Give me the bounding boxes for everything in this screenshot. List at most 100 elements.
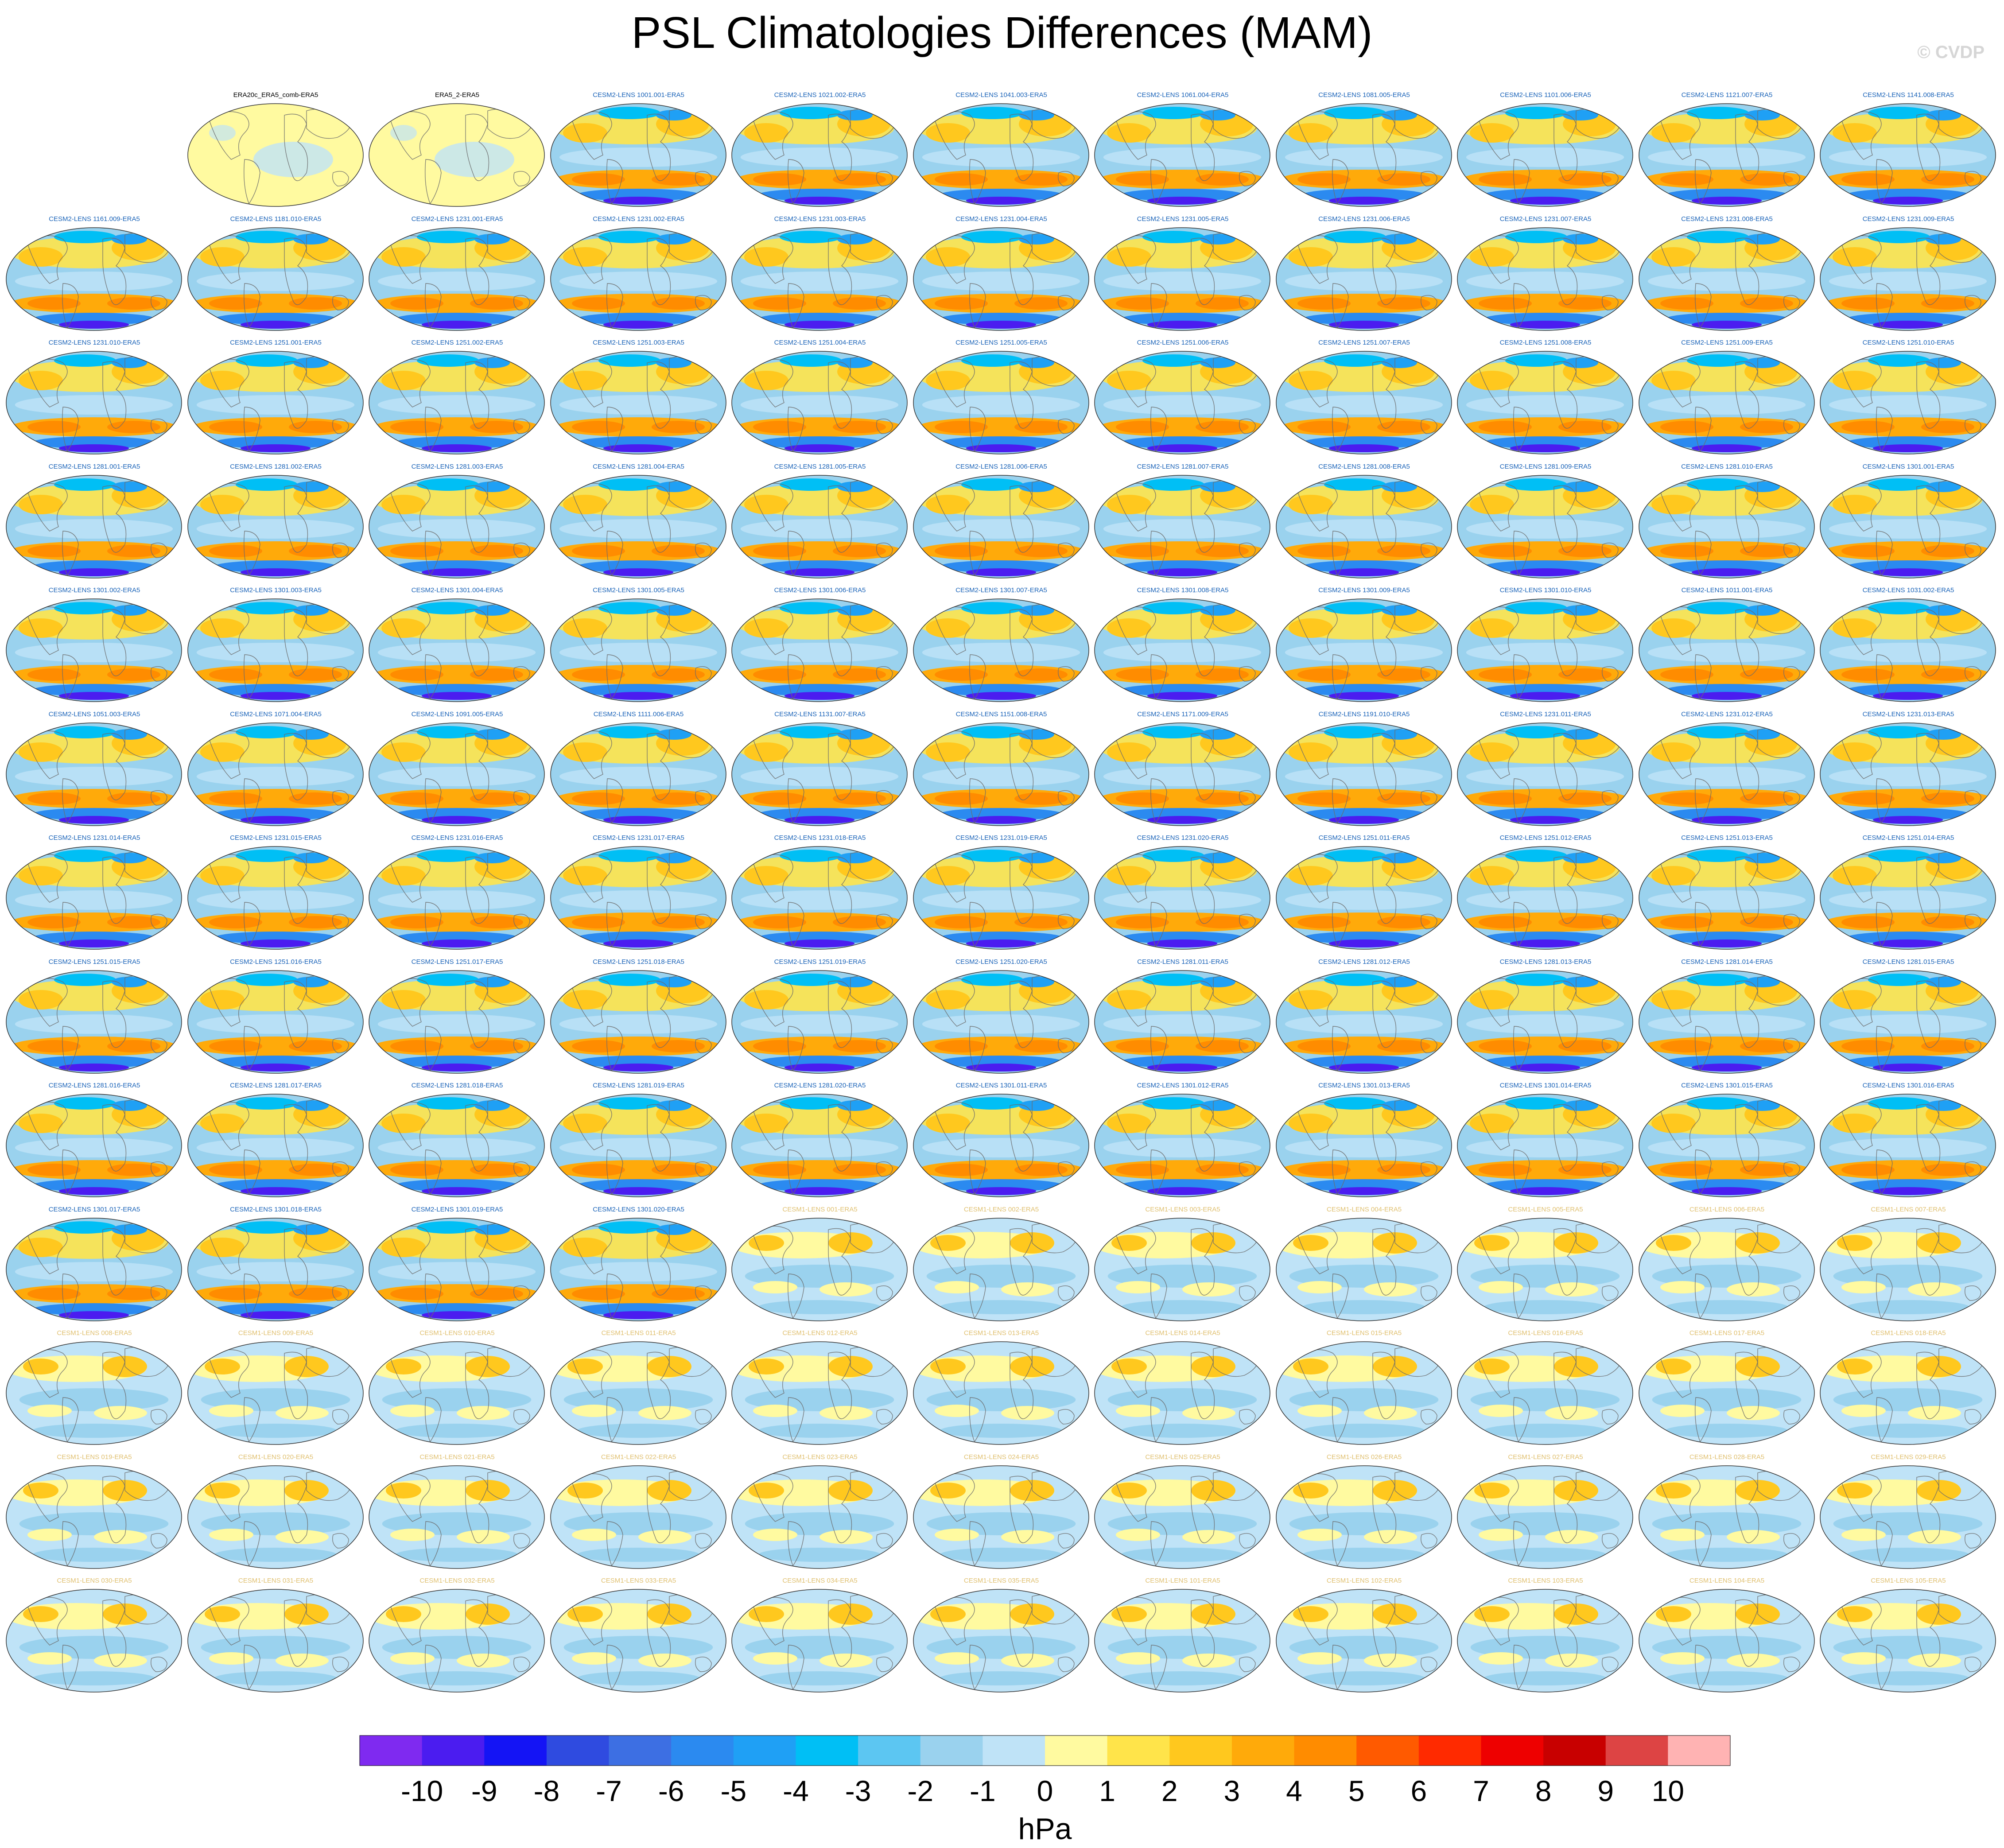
map-field [913,1341,1089,1445]
panel-title: CESM1-LENS 013-ERA5 [963,1329,1039,1337]
map-panel: CESM2-LENS 1251.015-ERA5 [5,958,183,1078]
colorbar-tick-label: -8 [534,1774,560,1807]
map-field [550,1094,726,1197]
map-field [913,103,1089,207]
map-panel: CESM2-LENS 1251.005-ERA5 [913,339,1091,458]
panel-title: CESM1-LENS 002-ERA5 [963,1205,1039,1213]
panel-title: CESM2-LENS 1281.014-ERA5 [1681,958,1773,966]
map-panel: CESM2-LENS 1251.004-ERA5 [731,339,909,458]
map-field [550,1465,726,1569]
map-field [1820,970,1996,1074]
colorbar-swatch [1231,1735,1295,1766]
panel-title: CESM2-LENS 1231.008-ERA5 [1681,215,1773,223]
map-panel: CESM2-LENS 1301.018-ERA5 [187,1206,365,1325]
map-field [550,970,726,1074]
map-panel: CESM2-LENS 1231.006-ERA5 [1275,215,1453,335]
map-panel: CESM2-LENS 1231.014-ERA5 [5,834,183,954]
panel-title: CESM2-LENS 1251.015-ERA5 [48,958,140,966]
map-panel: CESM2-LENS 1301.007-ERA5 [913,586,1091,706]
colorbar-units-label: hPa [1018,1812,1072,1846]
colorbar-swatch [983,1735,1045,1766]
map-panel: CESM1-LENS 012-ERA5 [731,1329,909,1449]
map-field [187,1341,364,1445]
map-panel: CESM2-LENS 1281.018-ERA5 [368,1082,546,1201]
map-field [6,970,182,1074]
panel-title: CESM2-LENS 1101.006-ERA5 [1500,91,1591,99]
map-panel: CESM2-LENS 1281.011-ERA5 [1094,958,1272,1078]
panel-title: CESM1-LENS 024-ERA5 [963,1453,1039,1461]
panel-title: CESM2-LENS 1061.004-ERA5 [1137,91,1229,99]
map-field [731,970,908,1074]
map-panel: CESM2-LENS 1301.017-ERA5 [5,1206,183,1325]
panel-title: CESM2-LENS 1151.008-ERA5 [955,710,1047,718]
map-panel: CESM2-LENS 1281.013-ERA5 [1456,958,1635,1078]
map-field [731,1465,908,1569]
map-field [1094,103,1270,207]
map-field [731,1094,908,1197]
map-field [187,1589,364,1693]
panel-title: CESM2-LENS 1041.003-ERA5 [955,91,1047,99]
panel-title: CESM2-LENS 1001.001-ERA5 [593,91,684,99]
map-panel: CESM2-LENS 1301.020-ERA5 [550,1206,728,1325]
panel-title: CESM1-LENS 012-ERA5 [782,1329,858,1337]
panel-title: CESM2-LENS 1281.007-ERA5 [1137,462,1229,470]
map-panel: CESM1-LENS 034-ERA5 [731,1577,909,1697]
panel-title: CESM1-LENS 019-ERA5 [57,1453,132,1461]
map-panel: CESM2-LENS 1231.011-ERA5 [1456,710,1635,830]
panel-title: CESM2-LENS 1301.007-ERA5 [955,586,1047,594]
panel-title: CESM1-LENS 021-ERA5 [419,1453,495,1461]
colorbar-swatch [1668,1735,1731,1766]
colorbar-swatch [609,1735,672,1766]
map-field [1094,1341,1270,1445]
map-field [187,598,364,702]
map-field [1820,1217,1996,1321]
map-field [1638,1341,1815,1445]
panel-title: CESM2-LENS 1251.008-ERA5 [1499,339,1592,346]
map-panel: CESM2-LENS 1281.016-ERA5 [5,1082,183,1201]
panel-title: CESM2-LENS 1231.015-ERA5 [230,834,322,842]
map-field [6,1589,182,1693]
map-panel: CESM2-LENS 1281.004-ERA5 [550,463,728,582]
map-field [1275,1217,1452,1321]
map-panel: CESM2-LENS 1231.002-ERA5 [550,215,728,335]
panel-title: CESM1-LENS 005-ERA5 [1508,1205,1583,1213]
panel-title: CESM2-LENS 1011.001-ERA5 [1681,586,1773,594]
map-panel: CESM2-LENS 1301.015-ERA5 [1638,1082,1816,1201]
panel-title: CESM2-LENS 1231.006-ERA5 [1318,215,1410,223]
map-field [1820,1589,1996,1693]
map-field [187,351,364,454]
map-panel: CESM2-LENS 1231.004-ERA5 [913,215,1091,335]
panel-title: CESM2-LENS 1281.005-ERA5 [774,462,866,470]
colorbar-swatch [796,1735,858,1766]
map-field [1638,1094,1815,1197]
panel-title: CESM2-LENS 1111.006-ERA5 [593,710,684,718]
panel-title: CESM2-LENS 1301.016-ERA5 [1862,1082,1954,1089]
map-field [369,1465,545,1569]
map-field [731,474,908,578]
colorbar-swatch [484,1735,547,1766]
panel-title: CESM1-LENS 027-ERA5 [1508,1453,1583,1461]
map-panel: CESM2-LENS 1251.008-ERA5 [1456,339,1635,458]
map-field [550,351,726,454]
map-panel: CESM2-LENS 1021.002-ERA5 [731,91,909,211]
map-field [187,227,364,331]
map-field [1457,598,1633,702]
map-field [1457,474,1633,578]
map-panel: CESM2-LENS 1181.010-ERA5 [187,215,365,335]
map-field [1820,1341,1996,1445]
panel-title: CESM2-LENS 1301.002-ERA5 [48,586,140,594]
map-panel: CESM2-LENS 1281.017-ERA5 [187,1082,365,1201]
map-panel: CESM1-LENS 003-ERA5 [1094,1206,1272,1325]
map-field [1638,103,1815,207]
panel-title: ERA20c_ERA5_comb-ERA5 [233,91,318,99]
panel-title: CESM1-LENS 004-ERA5 [1326,1205,1402,1213]
map-field [731,598,908,702]
map-panel: CESM1-LENS 103-ERA5 [1456,1577,1635,1697]
map-panel: ERA20c_ERA5_comb-ERA5 [187,91,365,211]
map-field [1275,351,1452,454]
map-panel: CESM2-LENS 1231.019-ERA5 [913,834,1091,954]
map-field [1275,103,1452,207]
panel-title: CESM2-LENS 1231.013-ERA5 [1862,710,1954,718]
map-field [1638,1465,1815,1569]
map-field [187,722,364,826]
